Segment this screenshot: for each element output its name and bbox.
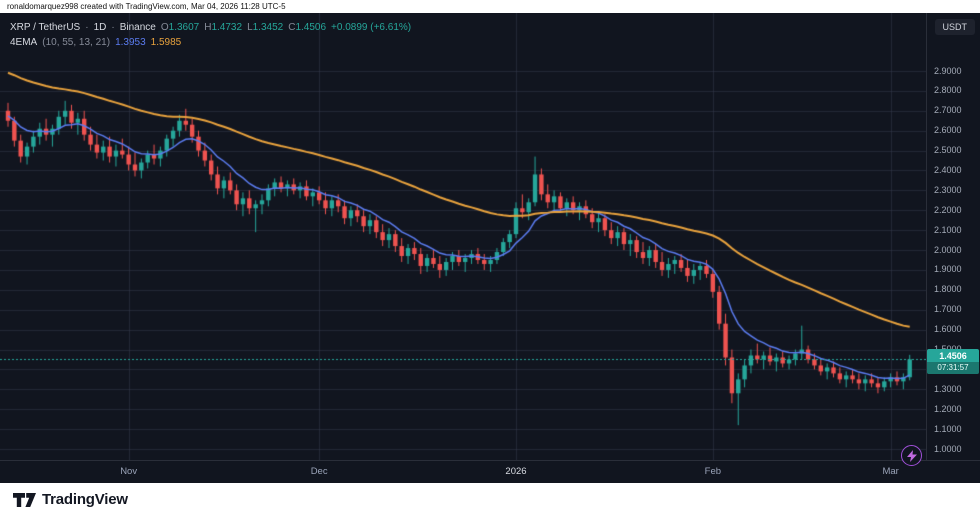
attribution-text: ronaldomarquez998 created with TradingVi… — [7, 2, 286, 11]
last-price-tag: 1.4506 07:31:57 — [927, 349, 979, 375]
currency-unit-button[interactable]: USDT — [934, 19, 975, 35]
price-axis-label: 2.2000 — [934, 204, 962, 215]
time-axis-label: Feb — [704, 466, 722, 477]
indicator-name[interactable]: 4EMA — [10, 37, 38, 48]
price-axis-label: 1.1000 — [934, 423, 962, 434]
indicator-legend-row[interactable]: 4EMA (10, 55, 13, 21) 1.3953 1.5985 — [10, 35, 411, 50]
legend-separator: · — [85, 22, 89, 33]
exchange-label: Binance — [119, 22, 156, 33]
brand-name: TradingView — [42, 491, 128, 508]
price-axis-label: 1.7000 — [934, 304, 962, 315]
attribution-bar: ronaldomarquez998 created with TradingVi… — [0, 0, 980, 13]
ohlc-open: O1.3607 — [160, 22, 200, 33]
tradingview-mark-icon — [13, 492, 36, 507]
price-axis-label: 1.5000 — [934, 344, 962, 354]
price-axis-label: 1.6000 — [934, 324, 962, 335]
indicator-value-slow: 1.5985 — [150, 37, 182, 48]
ohlc-high: H1.4732 — [204, 22, 243, 33]
price-axis-label: 2.3000 — [934, 184, 962, 195]
time-axis-label: 2026 — [505, 466, 527, 477]
indicator-value-fast: 1.3953 — [115, 37, 146, 48]
price-axis-label: 2.1000 — [934, 224, 962, 235]
lightning-bolt-icon — [906, 449, 917, 462]
price-axis-label: 2.5000 — [934, 145, 962, 156]
bar-countdown: 07:31:57 — [927, 362, 979, 375]
ohlc-low: L1.3452 — [247, 22, 284, 33]
symbol-title[interactable]: XRP / TetherUS — [10, 22, 81, 33]
price-axis-label: 2.0000 — [934, 244, 962, 255]
price-axis-label: 2.7000 — [934, 105, 962, 116]
price-axis[interactable]: 2.9000 2.8000 2.7000 2.6000 2.5000 2.4000 2.30… — [926, 13, 980, 460]
tradingview-logo[interactable]: TradingView — [13, 491, 128, 508]
change-value: +0.0899 (+6.61%) — [331, 22, 412, 33]
price-axis-label: 1.2000 — [934, 403, 962, 414]
price-axis-label: 2.6000 — [934, 125, 962, 136]
chart-region: XRP / TetherUS · 1D · Binance O1.3607 H1… — [0, 13, 980, 483]
time-axis[interactable]: Nov Dec 2026 Feb Mar — [0, 460, 980, 483]
time-axis-label: Mar — [882, 466, 899, 477]
candlestick-chart[interactable] — [0, 13, 926, 460]
last-price-value: 1.4506 — [939, 351, 967, 362]
price-axis-label: 1.3000 — [934, 383, 962, 394]
symbol-legend-row[interactable]: XRP / TetherUS · 1D · Binance O1.3607 H1… — [10, 20, 411, 35]
price-axis-label: 2.9000 — [934, 65, 962, 76]
interval-label[interactable]: 1D — [93, 22, 107, 33]
chart-legend: XRP / TetherUS · 1D · Binance O1.3607 H1… — [10, 20, 411, 50]
time-axis-label: Dec — [310, 466, 328, 477]
price-axis-label: 2.8000 — [934, 85, 962, 96]
price-axis-label: 1.0000 — [934, 443, 962, 454]
spark-icon[interactable] — [901, 445, 922, 466]
price-axis-label: 2.4000 — [934, 164, 962, 175]
footer-bar: TradingView — [0, 483, 980, 516]
price-axis-label: 1.9000 — [934, 264, 962, 275]
ohlc-close: C1.4506 — [288, 22, 327, 33]
time-axis-label: Nov — [120, 466, 138, 477]
indicator-params: (10, 55, 13, 21) — [42, 37, 111, 48]
price-axis-label: 1.8000 — [934, 284, 962, 295]
legend-separator: · — [111, 22, 115, 33]
